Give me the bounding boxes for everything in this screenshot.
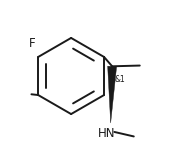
Text: &1: &1 xyxy=(114,74,125,83)
Text: F: F xyxy=(29,37,35,50)
Text: HN: HN xyxy=(97,127,115,140)
Polygon shape xyxy=(108,66,117,123)
